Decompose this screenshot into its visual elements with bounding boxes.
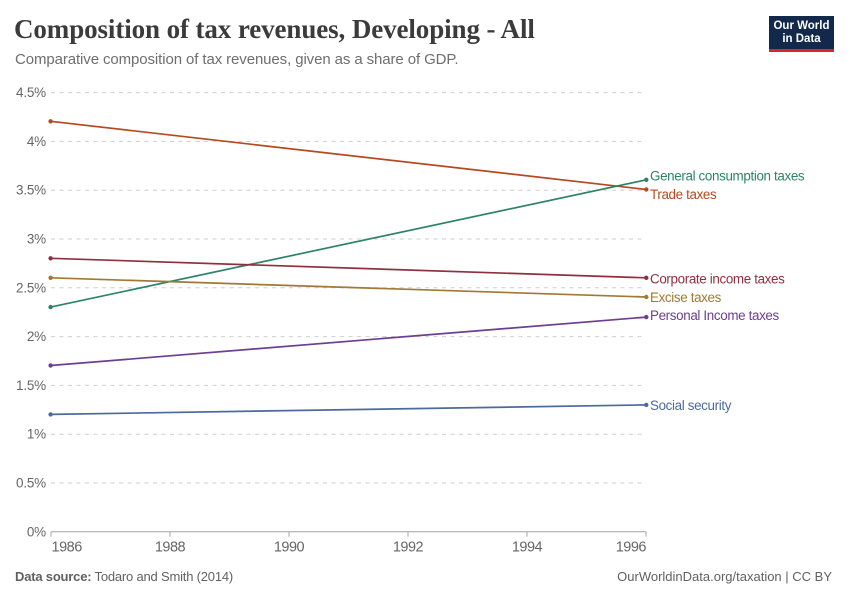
svg-text:3%: 3%	[27, 232, 46, 247]
svg-text:Excise taxes: Excise taxes	[650, 290, 722, 305]
svg-text:Social security: Social security	[650, 398, 732, 413]
svg-text:1994: 1994	[512, 540, 543, 556]
svg-text:2%: 2%	[27, 329, 46, 344]
svg-text:Trade taxes: Trade taxes	[650, 187, 717, 202]
svg-text:3.5%: 3.5%	[16, 183, 46, 198]
svg-text:2.5%: 2.5%	[16, 280, 46, 295]
svg-text:General consumption taxes: General consumption taxes	[650, 169, 805, 184]
svg-text:0%: 0%	[27, 524, 46, 539]
svg-text:0.5%: 0.5%	[16, 476, 46, 491]
svg-text:Personal Income taxes: Personal Income taxes	[650, 308, 780, 323]
svg-text:4.5%: 4.5%	[16, 85, 46, 100]
svg-text:1990: 1990	[274, 540, 305, 556]
svg-text:1988: 1988	[155, 540, 186, 556]
svg-text:1%: 1%	[27, 427, 46, 442]
svg-text:4%: 4%	[27, 134, 46, 149]
svg-text:1.5%: 1.5%	[16, 378, 46, 393]
svg-text:1986: 1986	[52, 540, 83, 556]
svg-text:1992: 1992	[393, 540, 424, 556]
svg-text:Corporate income taxes: Corporate income taxes	[650, 271, 785, 286]
svg-text:1996: 1996	[616, 540, 647, 556]
